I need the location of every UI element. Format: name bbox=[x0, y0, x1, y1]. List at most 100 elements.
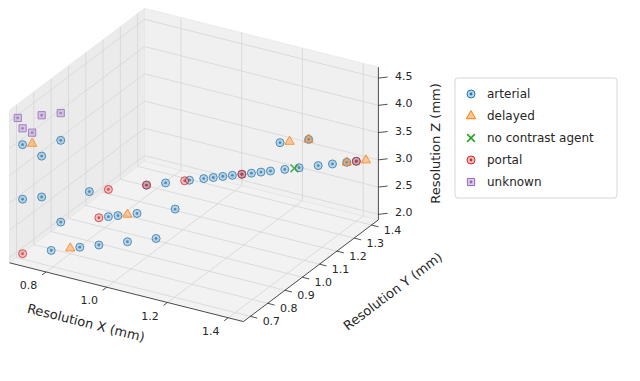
y-tick bbox=[320, 264, 327, 266]
marker-dot bbox=[174, 208, 177, 211]
x-grid-line bbox=[107, 185, 242, 287]
y-axis-line bbox=[243, 220, 378, 322]
z-tick-label: 2.5 bbox=[395, 179, 413, 192]
y-tick-label: 1.3 bbox=[366, 237, 384, 250]
marker-shape bbox=[38, 112, 45, 119]
point bbox=[266, 167, 274, 175]
y-grid-line bbox=[103, 192, 337, 251]
point bbox=[209, 174, 217, 182]
marker-dot bbox=[317, 164, 320, 167]
marker-dot bbox=[202, 177, 205, 180]
z-grid-line bbox=[145, 47, 379, 106]
x-grid-line bbox=[241, 33, 242, 186]
z-tick-label: 3.5 bbox=[395, 125, 413, 138]
marker-shape bbox=[228, 171, 236, 179]
z-grid-line bbox=[145, 128, 379, 187]
y-grid-line bbox=[51, 232, 285, 291]
z-tick-label: 4.5 bbox=[395, 70, 413, 83]
marker-dot bbox=[355, 160, 358, 163]
series bbox=[290, 164, 298, 172]
point bbox=[29, 129, 36, 136]
series bbox=[19, 135, 361, 254]
marker-shape bbox=[281, 165, 289, 173]
y-tick bbox=[268, 303, 275, 305]
marker-dot bbox=[470, 159, 473, 162]
point bbox=[76, 243, 84, 251]
y-axis-title: Resolution Y (mm) bbox=[341, 249, 446, 333]
z-grid-line bbox=[10, 19, 145, 121]
back-pane bbox=[145, 8, 379, 219]
marker-shape bbox=[38, 193, 46, 201]
marker-dot bbox=[117, 214, 120, 217]
marker-shape bbox=[219, 172, 227, 180]
y-grid-line bbox=[120, 27, 121, 180]
legend-label: arterial bbox=[487, 87, 530, 101]
x-grid-line bbox=[302, 48, 303, 201]
marker-shape bbox=[361, 155, 370, 163]
marker-shape bbox=[285, 136, 294, 144]
chart-svg: 0.81.01.21.40.70.80.91.01.11.21.31.42.02… bbox=[0, 0, 640, 381]
y-grid-line bbox=[120, 179, 354, 238]
marker-shape bbox=[342, 157, 351, 165]
marker-dot bbox=[260, 171, 263, 174]
x-grid-line bbox=[363, 63, 364, 216]
marker-shape bbox=[162, 179, 170, 187]
marker-dot bbox=[40, 114, 43, 117]
point bbox=[104, 213, 112, 221]
legend-label: delayed bbox=[487, 109, 535, 123]
z-axis-title: Resolution Z (mm) bbox=[428, 83, 443, 204]
legend-label: no contrast agent bbox=[487, 131, 594, 145]
z-grid-line bbox=[145, 156, 379, 215]
marker-dot bbox=[88, 190, 91, 193]
marker-shape bbox=[209, 174, 217, 182]
marker-shape bbox=[14, 114, 21, 121]
marker-shape bbox=[104, 213, 112, 221]
marker-dot bbox=[164, 182, 167, 185]
x-tick bbox=[224, 318, 228, 321]
point bbox=[181, 177, 189, 185]
point bbox=[14, 114, 21, 121]
grid bbox=[10, 14, 379, 318]
point bbox=[123, 238, 131, 246]
marker-shape bbox=[104, 185, 112, 193]
marker-shape bbox=[38, 152, 46, 160]
point bbox=[95, 214, 103, 222]
marker-dot bbox=[97, 216, 100, 219]
marker-shape bbox=[95, 241, 103, 249]
y-grid-line bbox=[137, 14, 138, 167]
marker-dot bbox=[97, 244, 100, 247]
marker-dot bbox=[279, 141, 282, 144]
y-tick-label: 1.1 bbox=[332, 263, 350, 276]
marker-dot bbox=[59, 112, 62, 115]
marker-dot bbox=[16, 117, 19, 120]
marker-dot bbox=[145, 184, 148, 187]
marker-shape bbox=[29, 129, 36, 136]
marker-shape bbox=[66, 243, 75, 251]
x-grid-line bbox=[181, 18, 182, 171]
point bbox=[152, 235, 160, 243]
point bbox=[290, 164, 298, 172]
point bbox=[171, 205, 179, 213]
y-grid-line bbox=[68, 218, 302, 277]
point bbox=[352, 157, 360, 165]
z-tick-label: 4.0 bbox=[395, 97, 413, 110]
x-tick bbox=[103, 287, 107, 290]
marker-shape bbox=[467, 156, 475, 164]
marker-shape bbox=[181, 177, 189, 185]
marker-shape bbox=[123, 209, 132, 217]
marker-shape bbox=[257, 168, 265, 176]
y-grid-line bbox=[68, 66, 69, 219]
z-grid-line bbox=[10, 101, 145, 203]
marker-dot bbox=[31, 131, 34, 134]
point bbox=[19, 125, 26, 132]
x-grid-line bbox=[46, 170, 181, 272]
legend-label: unknown bbox=[487, 175, 542, 189]
marker-shape bbox=[114, 212, 122, 220]
point bbox=[352, 157, 360, 165]
y-grid-line bbox=[86, 205, 320, 264]
x-tick-label: 0.8 bbox=[20, 279, 38, 292]
z-tick bbox=[378, 213, 387, 214]
point bbox=[47, 246, 55, 254]
y-grid-line bbox=[103, 40, 104, 193]
point bbox=[276, 139, 284, 147]
